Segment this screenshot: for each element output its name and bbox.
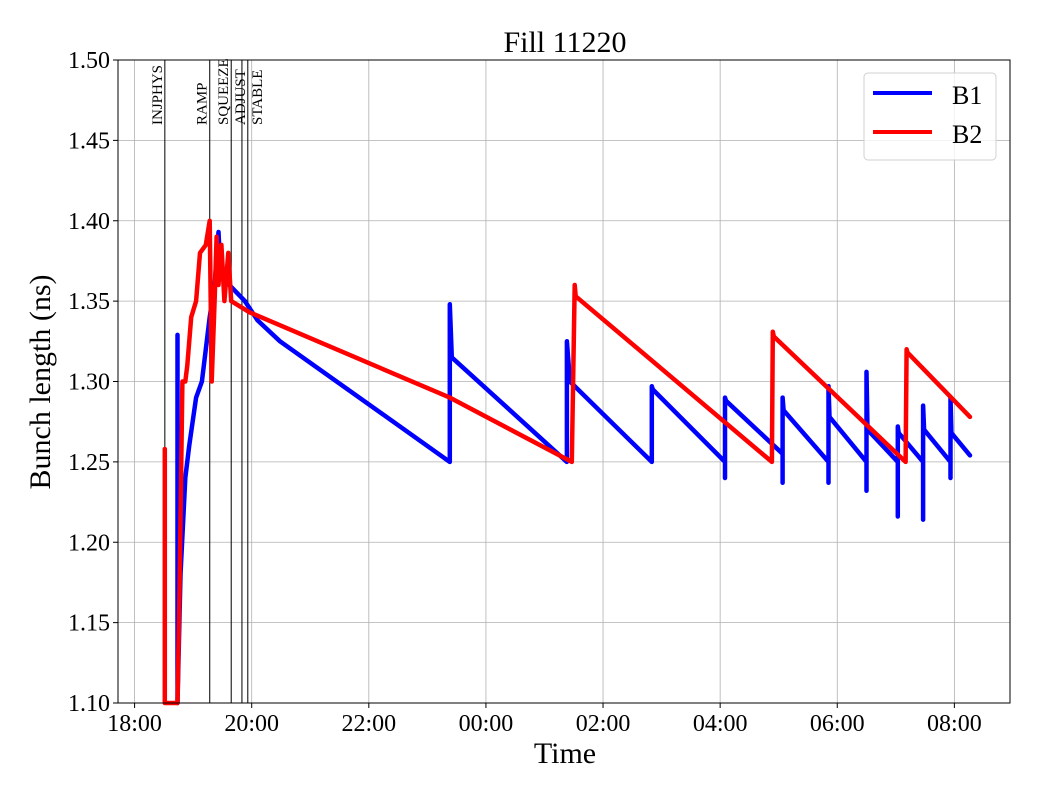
x-tick-label: 08:00 (927, 711, 982, 737)
x-axis-label: Time (534, 737, 596, 770)
x-tick-label: 20:00 (224, 711, 279, 737)
y-tick-label: 1.25 (68, 450, 110, 476)
legend-label-b1: B1 (952, 81, 982, 110)
y-tick-label: 1.10 (68, 691, 110, 717)
mode-marker-label-stable: STABLE (250, 70, 266, 125)
mode-marker-label-squeeze: SQUEEZE (216, 58, 232, 125)
y-axis-label: Bunch length (ns) (24, 275, 57, 490)
y-tick-label: 1.45 (68, 128, 110, 154)
series-group (162, 218, 973, 706)
chart-title: Fill 11220 (503, 26, 626, 59)
x-tick-label: 22:00 (341, 711, 396, 737)
x-tick-label: 04:00 (693, 711, 748, 737)
series-b2 (162, 218, 973, 706)
mode-marker-label-injphys: INJPHYS (150, 65, 166, 125)
x-tick-label: 18:00 (107, 711, 162, 737)
mode-marker-label-adjust: ADJUST (233, 69, 249, 125)
y-tick-label: 1.50 (68, 48, 110, 74)
x-tick-label: 00:00 (459, 711, 514, 737)
y-tick-label: 1.30 (68, 370, 110, 396)
mode-marker-label-ramp: RAMP (195, 82, 211, 125)
y-tick-label: 1.40 (68, 209, 110, 235)
x-tick-label: 06:00 (810, 711, 865, 737)
y-axis-ticks: 1.10 1.15 1.20 1.25 1.30 1.35 1.40 1.45 1.50 (68, 48, 118, 717)
x-tick-label: 02:00 (576, 711, 631, 737)
legend-label-b2: B2 (952, 120, 982, 149)
legend: B1 B2 (863, 72, 997, 161)
y-tick-label: 1.20 (68, 530, 110, 556)
y-tick-label: 1.15 (68, 611, 110, 637)
x-axis-ticks: 18:00 20:00 22:00 00:00 02:00 04:00 06:00 08:00 (107, 703, 982, 737)
y-tick-label: 1.35 (68, 289, 110, 315)
